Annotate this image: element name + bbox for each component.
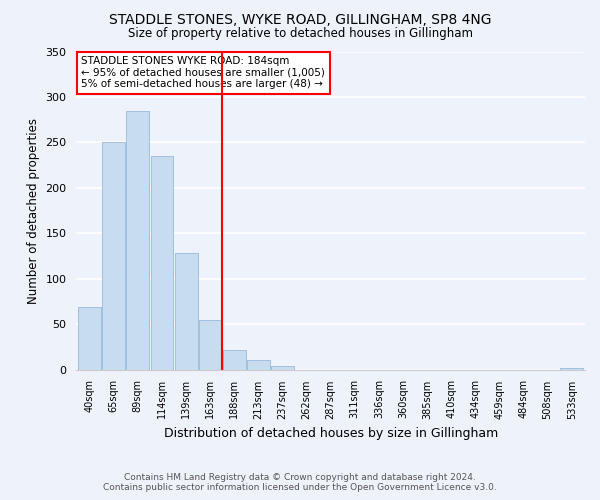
Y-axis label: Number of detached properties: Number of detached properties	[27, 118, 40, 304]
Bar	[199, 320, 221, 370]
Bar	[151, 156, 173, 370]
Bar	[175, 253, 197, 370]
Bar	[247, 360, 270, 370]
X-axis label: Distribution of detached houses by size in Gillingham: Distribution of detached houses by size …	[164, 427, 498, 440]
Bar	[127, 110, 149, 370]
Text: Contains HM Land Registry data © Crown copyright and database right 2024.
Contai: Contains HM Land Registry data © Crown c…	[103, 473, 497, 492]
Text: STADDLE STONES, WYKE ROAD, GILLINGHAM, SP8 4NG: STADDLE STONES, WYKE ROAD, GILLINGHAM, S…	[109, 12, 491, 26]
Bar	[560, 368, 583, 370]
Bar	[271, 366, 294, 370]
Bar	[78, 307, 101, 370]
Text: Size of property relative to detached houses in Gillingham: Size of property relative to detached ho…	[128, 28, 473, 40]
Text: STADDLE STONES WYKE ROAD: 184sqm
← 95% of detached houses are smaller (1,005)
5%: STADDLE STONES WYKE ROAD: 184sqm ← 95% o…	[82, 56, 325, 90]
Bar	[103, 142, 125, 370]
Bar	[223, 350, 246, 370]
